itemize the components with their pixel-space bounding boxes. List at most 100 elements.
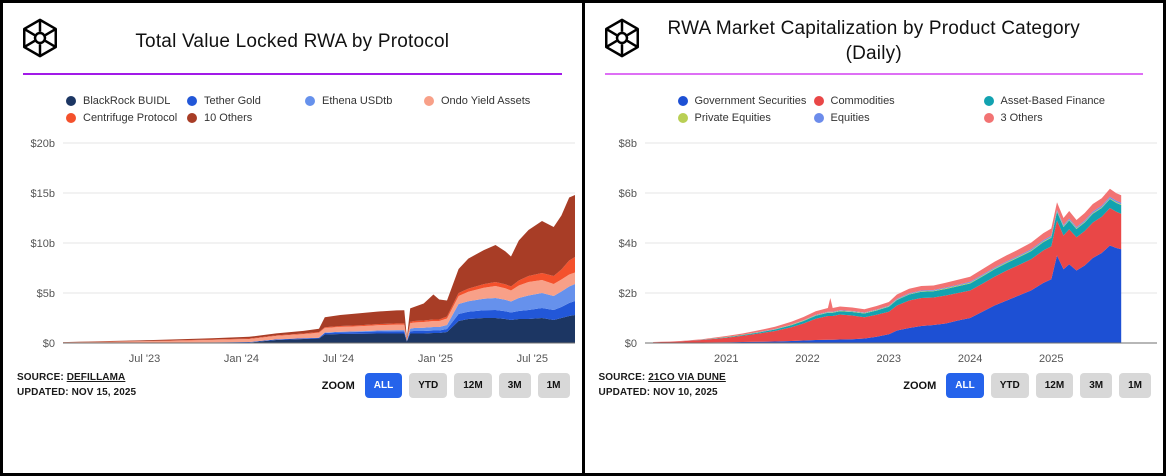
source-line: SOURCE: DEFILLAMA	[17, 371, 136, 386]
zoom-button-3m[interactable]: 3M	[1080, 373, 1113, 398]
chart-title: RWA Market Capitalization by Product Cat…	[668, 17, 1080, 66]
legend-item-ondo-yield-assets[interactable]: Ondo Yield Assets	[424, 95, 572, 107]
zoom-label: ZOOM	[321, 379, 355, 392]
title-divider-rule	[604, 73, 1143, 75]
svg-text:$20b: $20b	[31, 138, 55, 150]
updated-line: UPDATED: NOV 15, 2025	[17, 386, 137, 398]
marketcap-stacked-area-chart[interactable]: $0 $2b $4b $6b $8b 2021 2022 2023 2024 2025	[591, 131, 1161, 367]
source-link[interactable]: DEFILLAMA	[66, 372, 126, 383]
source-block: SOURCE: DEFILLAMA UPDATED: NOV 15, 2025	[17, 371, 136, 400]
source-block: SOURCE: 21CO VIA DUNE UPDATED: NOV 10, 2…	[599, 371, 726, 400]
legend-label: Asset-Based Finance	[1000, 95, 1106, 107]
panel-header: RWA Market Capitalization by Product Cat…	[585, 13, 1164, 71]
svg-text:$5b: $5b	[37, 288, 55, 300]
legend-label: Tether Gold	[204, 95, 261, 107]
brand-cube-logo-icon	[601, 17, 643, 59]
legend-label: Private Equities	[694, 112, 771, 124]
tvl-stacked-area-chart[interactable]: $0 $5b $10b $15b $20b Jul '23 Jan '24 Jul '24 Ja…	[9, 131, 579, 367]
zoom-label: ZOOM	[903, 379, 937, 392]
legend-dot	[813, 113, 824, 123]
legend-dot	[677, 113, 688, 123]
svg-text:2024: 2024	[957, 353, 981, 365]
chart-area: $0 $2b $4b $6b $8b 2021 2022 2023 2024 2025	[585, 131, 1164, 367]
legend-item-commodities[interactable]: Commodities	[813, 95, 984, 107]
panel-tvl-by-protocol: Total Value Locked RWA by Protocol Black…	[3, 3, 585, 473]
panel-marketcap-by-category: RWA Market Capitalization by Product Cat…	[585, 3, 1164, 473]
svg-text:$8b: $8b	[618, 138, 636, 150]
panel-footer: SOURCE: 21CO VIA DUNE UPDATED: NOV 10, 2…	[585, 367, 1164, 400]
legend-label: 3 Others	[1000, 112, 1043, 124]
svg-text:2025: 2025	[1039, 353, 1063, 365]
zoom-button-1m[interactable]: 1M	[1119, 373, 1151, 398]
legend-item-asset-based-finance[interactable]: Asset-Based Finance	[983, 95, 1154, 107]
updated-line: UPDATED: NOV 10, 2025	[598, 386, 718, 398]
legend-dot	[305, 96, 315, 106]
legend-item-tether-gold[interactable]: Tether Gold	[187, 95, 305, 107]
zoom-button-12m[interactable]: 12M	[1035, 373, 1074, 398]
legend: Government Securities Commodities Asset-…	[677, 95, 1154, 127]
svg-text:$0: $0	[624, 338, 636, 350]
zoom-button-12m[interactable]: 12M	[454, 373, 492, 398]
legend-item-private-equities[interactable]: Private Equities	[677, 112, 814, 124]
zoom-controls: ZOOM ALL YTD 12M 3M 1M	[903, 371, 1151, 398]
legend-dot	[677, 96, 688, 106]
brand-cube-logo-icon	[19, 17, 61, 59]
legend-label: Government Securities	[694, 95, 807, 107]
source-link[interactable]: 21CO VIA DUNE	[648, 372, 726, 383]
source-line: SOURCE: 21CO VIA DUNE	[599, 371, 726, 386]
legend-dot	[66, 113, 76, 123]
chart-title: Total Value Locked RWA by Protocol	[135, 30, 449, 55]
svg-text:Jul '24: Jul '24	[323, 353, 354, 365]
zoom-controls: ZOOM ALL YTD 12M 3M 1M	[322, 371, 570, 398]
legend-label: Commodities	[830, 95, 895, 107]
legend-item-blackrock-buidl[interactable]: BlackRock BUIDL	[66, 95, 187, 107]
svg-text:$15b: $15b	[31, 188, 55, 200]
zoom-button-all[interactable]: ALL	[946, 373, 984, 398]
legend-dot	[983, 96, 994, 106]
source-prefix: SOURCE:	[598, 372, 649, 383]
chart-area: $0 $5b $10b $15b $20b Jul '23 Jan '24 Jul '24 Ja…	[3, 131, 582, 367]
chart-title-line1: RWA Market Capitalization by Product Cat…	[667, 18, 1080, 40]
legend-dot	[813, 96, 824, 106]
legend-label: 10 Others	[204, 112, 253, 124]
legend-label: Ethena USDtb	[322, 95, 393, 107]
title-divider-rule	[23, 73, 562, 75]
svg-text:2021: 2021	[714, 353, 738, 365]
legend-item-centrifuge-protocol[interactable]: Centrifuge Protocol	[66, 112, 187, 124]
zoom-button-ytd[interactable]: YTD	[409, 373, 448, 398]
legend-dot	[187, 113, 197, 123]
svg-text:$2b: $2b	[618, 288, 636, 300]
legend-label: Equities	[830, 112, 870, 124]
svg-text:2022: 2022	[795, 353, 819, 365]
panel-footer: SOURCE: DEFILLAMA UPDATED: NOV 15, 2025 …	[3, 367, 582, 400]
zoom-button-ytd[interactable]: YTD	[990, 373, 1029, 398]
legend-dot	[424, 96, 434, 106]
zoom-button-3m[interactable]: 3M	[498, 373, 531, 398]
legend-item-ethena-usdtb[interactable]: Ethena USDtb	[305, 95, 424, 107]
legend: BlackRock BUIDL Tether Gold Ethena USDtb…	[66, 95, 572, 127]
svg-text:2023: 2023	[876, 353, 900, 365]
zoom-button-all[interactable]: ALL	[364, 373, 403, 398]
legend-label: Ondo Yield Assets	[441, 95, 531, 107]
legend-item-equities[interactable]: Equities	[813, 112, 984, 124]
svg-text:Jul '23: Jul '23	[129, 353, 160, 365]
legend-item-10-others[interactable]: 10 Others	[187, 112, 305, 124]
legend-label: Centrifuge Protocol	[83, 112, 178, 124]
svg-text:$4b: $4b	[618, 238, 636, 250]
panel-header: Total Value Locked RWA by Protocol	[3, 13, 582, 71]
chart-title-line1: Total Value Locked RWA by Protocol	[135, 30, 450, 52]
zoom-button-1m[interactable]: 1M	[537, 373, 570, 398]
chart-title-line2: (Daily)	[845, 43, 902, 64]
svg-text:$6b: $6b	[618, 188, 636, 200]
legend-item-government-securities[interactable]: Government Securities	[677, 95, 814, 107]
svg-text:$0: $0	[43, 338, 55, 350]
svg-text:Jan '24: Jan '24	[224, 353, 259, 365]
svg-text:Jan '25: Jan '25	[418, 353, 453, 365]
legend-label: BlackRock BUIDL	[83, 95, 171, 107]
legend-dot	[983, 113, 994, 123]
legend-item-3-others[interactable]: 3 Others	[983, 112, 1154, 124]
svg-text:$10b: $10b	[31, 238, 55, 250]
source-prefix: SOURCE:	[17, 372, 67, 383]
svg-text:Jul '25: Jul '25	[517, 353, 548, 365]
